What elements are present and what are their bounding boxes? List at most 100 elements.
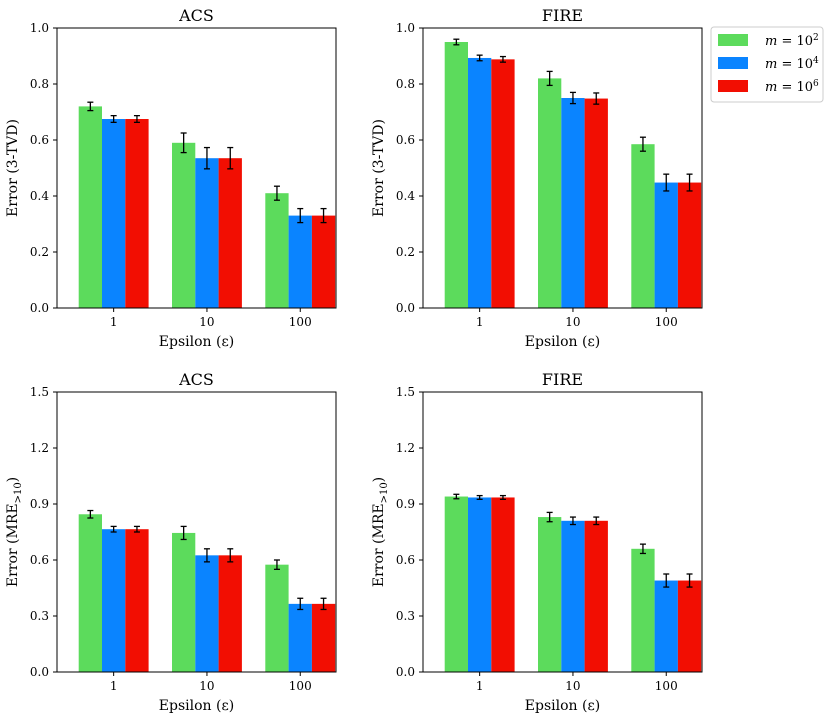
legend: m = 102 m = 104 m = 106 xyxy=(710,26,824,103)
error-bar-series-1-cat-10 xyxy=(546,511,553,523)
bar-series-3-cat-10 xyxy=(218,555,242,672)
y-tick-label: 0.8 xyxy=(396,77,415,91)
bar-series-2-cat-100 xyxy=(654,580,678,672)
chart-title: ACS xyxy=(178,6,214,25)
error-bar-series-2-cat-100 xyxy=(297,207,304,224)
x-tick-label: 10 xyxy=(565,679,580,693)
x-tick-label: 1 xyxy=(476,679,484,693)
error-bar-series-3-cat-10 xyxy=(227,548,234,563)
bar-series-2-cat-10 xyxy=(561,98,585,308)
legend-swatch-m-1e6 xyxy=(718,80,748,92)
bar-series-1-cat-100 xyxy=(265,193,289,308)
error-bar-series-3-cat-1 xyxy=(133,525,140,533)
chart-title: ACS xyxy=(178,370,214,389)
y-tick-label: 0.0 xyxy=(396,665,415,679)
x-axis-label: Epsilon (ε) xyxy=(525,334,600,350)
error-bar-series-3-cat-100 xyxy=(686,173,693,192)
bar-series-2-cat-10 xyxy=(561,520,585,672)
error-bar-series-2-cat-100 xyxy=(297,597,304,611)
error-bar-series-2-cat-1 xyxy=(110,525,117,533)
error-bar-series-1-cat-10 xyxy=(180,132,187,154)
y-tick-label: 0.6 xyxy=(396,133,415,147)
error-bar-series-1-cat-1 xyxy=(87,509,94,519)
y-tick-label: 0.6 xyxy=(30,553,49,567)
y-tick-label: 1.0 xyxy=(30,21,49,35)
y-tick-label: 0.0 xyxy=(30,665,49,679)
x-tick-label: 10 xyxy=(199,679,214,693)
error-bar-series-2-cat-10 xyxy=(569,516,576,526)
error-bar-series-3-cat-1 xyxy=(499,494,506,500)
chart-title: FIRE xyxy=(542,370,583,389)
bar-series-3-cat-100 xyxy=(311,603,336,672)
y-axis-label: Error (MRE>10) xyxy=(371,477,390,587)
bar-series-3-cat-10 xyxy=(218,158,242,308)
y-tick-label: 0.8 xyxy=(30,77,49,91)
error-bar-series-3-cat-10 xyxy=(593,92,600,105)
error-bar-series-3-cat-100 xyxy=(686,573,693,588)
y-tick-label: 0.4 xyxy=(396,189,415,203)
plot-frame xyxy=(56,27,337,309)
error-bar-series-3-cat-10 xyxy=(227,146,234,170)
x-axis-label: Epsilon (ε) xyxy=(159,698,234,714)
bar-series-1-cat-10 xyxy=(172,532,196,672)
y-tick-label: 0.9 xyxy=(396,497,415,511)
error-bar-series-2-cat-10 xyxy=(203,146,210,170)
x-tick-label: 100 xyxy=(655,679,678,693)
y-tick-label: 0.6 xyxy=(30,133,49,147)
error-bar-series-1-cat-100 xyxy=(639,543,646,555)
y-tick-label: 0.0 xyxy=(30,301,49,315)
y-tick-label: 0.3 xyxy=(396,609,415,623)
bar-series-1-cat-1 xyxy=(78,514,102,672)
error-bar-series-1-cat-100 xyxy=(273,185,280,201)
bar-series-3-cat-1 xyxy=(491,497,515,672)
y-axis-label: Error (3-TVD) xyxy=(371,119,387,217)
y-axis-label: Error (MRE>10) xyxy=(5,477,24,587)
bar-series-1-cat-100 xyxy=(265,564,289,672)
bar-series-1-cat-100 xyxy=(631,548,655,672)
bar-series-2-cat-1 xyxy=(468,497,492,672)
x-tick-label: 100 xyxy=(655,315,678,329)
y-tick-label: 1.5 xyxy=(30,385,49,399)
bar-series-2-cat-10 xyxy=(195,158,219,308)
bar-series-2-cat-1 xyxy=(102,529,126,672)
error-bar-series-2-cat-10 xyxy=(203,548,210,563)
x-tick-label: 1 xyxy=(110,679,118,693)
x-axis-label: Epsilon (ε) xyxy=(159,334,234,350)
error-bar-series-1-cat-1 xyxy=(453,38,460,46)
error-bar-series-1-cat-100 xyxy=(639,136,646,152)
bar-series-2-cat-100 xyxy=(288,215,312,308)
x-tick-label: 1 xyxy=(110,315,118,329)
chart-panels: ACS 1 10 100 0.0 0.2 0.4 0.6 0.8 1.0 Epsilon (ε) Er… xyxy=(5,6,703,714)
y-tick-label: 0.6 xyxy=(396,553,415,567)
bar-series-1-cat-10 xyxy=(538,517,562,672)
error-bar-series-1-cat-1 xyxy=(87,101,94,112)
bar-series-2-cat-1 xyxy=(102,119,126,308)
bar-series-1-cat-10 xyxy=(172,142,196,308)
bar-series-3-cat-10 xyxy=(584,98,608,308)
x-tick-label: 1 xyxy=(476,315,484,329)
bar-series-1-cat-1 xyxy=(78,106,102,309)
plot-frame xyxy=(422,391,703,673)
legend-swatch-m-1e2 xyxy=(718,34,748,46)
error-bar-series-1-cat-10 xyxy=(180,525,187,541)
bar-series-1-cat-10 xyxy=(538,78,562,309)
bar-series-2-cat-100 xyxy=(654,182,678,308)
legend-swatch-m-1e4 xyxy=(718,57,748,69)
error-bar-series-2-cat-1 xyxy=(110,114,117,124)
error-bar-series-1-cat-1 xyxy=(453,493,460,500)
bar-series-3-cat-1 xyxy=(125,529,149,672)
chart-panel-1: ACS 1 10 100 0.0 0.2 0.4 0.6 0.8 1.0 Epsilon (ε) Er… xyxy=(5,6,337,350)
chart-title: FIRE xyxy=(542,6,583,25)
chart-panel-2: FIRE 1 10 100 0.0 0.2 0.4 0.6 0.8 1.0 Epsilon (ε) E… xyxy=(371,6,703,350)
x-tick-label: 10 xyxy=(199,315,214,329)
error-bar-series-2-cat-100 xyxy=(663,573,670,588)
error-bar-series-3-cat-10 xyxy=(593,516,600,526)
chart-panel-4: FIRE 1 10 100 0.0 0.3 0.6 0.9 1.2 1.5 Epsilon (ε) E… xyxy=(371,370,703,714)
bar-series-3-cat-1 xyxy=(125,119,149,308)
chart-panel-3: ACS 1 10 100 0.0 0.3 0.6 0.9 1.2 1.5 Epsilon (ε) Er… xyxy=(5,370,337,714)
error-bar-series-3-cat-1 xyxy=(133,114,140,124)
bar-series-2-cat-100 xyxy=(288,603,312,672)
x-tick-label: 100 xyxy=(289,679,312,693)
error-bar-series-3-cat-100 xyxy=(320,597,327,611)
